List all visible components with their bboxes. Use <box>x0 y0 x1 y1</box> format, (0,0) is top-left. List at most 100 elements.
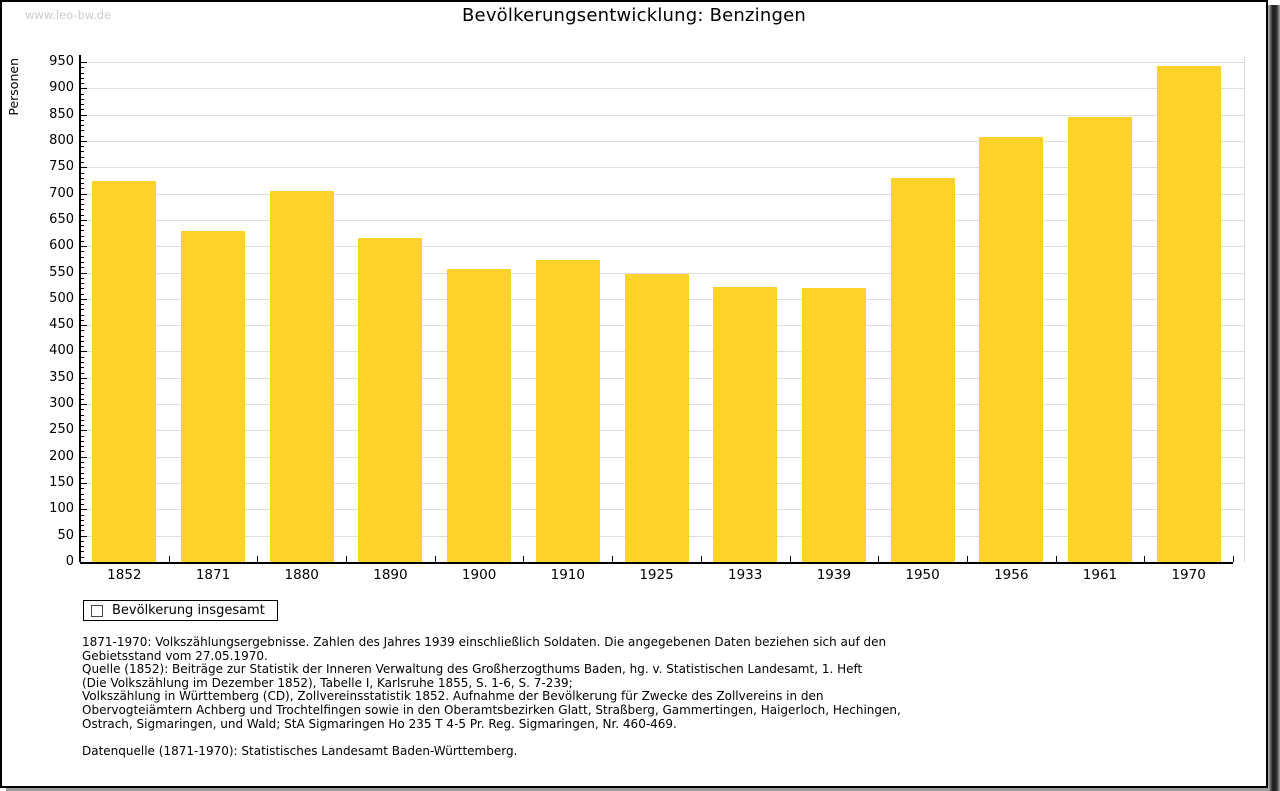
bar-1852 <box>92 181 157 562</box>
y-tick-label-550: 550 <box>49 264 74 280</box>
note-line-3: Quelle (1852): Beiträge zur Statistik de… <box>82 662 863 677</box>
y-tick-label-400: 400 <box>49 343 74 359</box>
bar-1970 <box>1156 65 1221 562</box>
y-tick-600 <box>80 246 87 248</box>
y-tick-310 <box>80 398 84 400</box>
bar-1961 <box>1067 117 1132 562</box>
y-tick-820 <box>80 130 84 132</box>
y-tick-750 <box>80 167 87 169</box>
y-tick-850 <box>80 114 87 116</box>
y-tick-label-800: 800 <box>49 132 74 148</box>
y-tick-label-600: 600 <box>49 238 74 254</box>
y-tick-940 <box>80 67 84 69</box>
y-tick-740 <box>80 172 84 174</box>
y-tick-140 <box>80 488 84 490</box>
gridline-850 <box>80 114 1245 116</box>
y-tick-670 <box>80 209 84 211</box>
y-tick-label-50: 50 <box>57 527 74 543</box>
y-tick-880 <box>80 98 84 100</box>
x-boundary-tick-12 <box>1144 556 1146 562</box>
y-tick-530 <box>80 283 84 285</box>
y-tick-label-500: 500 <box>49 290 74 306</box>
y-tick-80 <box>80 519 84 521</box>
y-tick-410 <box>80 346 84 348</box>
x-axis-line <box>80 562 1233 564</box>
x-boundary-tick-4 <box>434 556 436 562</box>
y-tick-800 <box>80 140 87 142</box>
x-tick-label-1933: 1933 <box>728 567 763 583</box>
gridline-950 <box>80 62 1245 63</box>
y-tick-840 <box>80 119 84 121</box>
y-tick-300 <box>80 404 87 406</box>
y-tick-580 <box>80 256 84 258</box>
x-boundary-tick-11 <box>1055 556 1057 562</box>
y-tick-190 <box>80 462 84 463</box>
y-tick-920 <box>80 77 84 79</box>
y-tick-550 <box>80 272 87 274</box>
bar-1956 <box>979 137 1044 562</box>
y-tick-40 <box>80 540 84 542</box>
y-tick-70 <box>80 525 84 527</box>
y-tick-label-300: 300 <box>49 396 74 412</box>
y-tick-60 <box>80 530 84 532</box>
y-tick-790 <box>80 146 84 148</box>
x-tick-label-1961: 1961 <box>1082 567 1118 583</box>
chart-title: Bevölkerungsentwicklung: Benzingen <box>462 5 806 26</box>
y-tick-560 <box>80 267 84 269</box>
y-tick-870 <box>80 104 84 106</box>
gridline-900 <box>80 88 1245 90</box>
y-tick-830 <box>80 125 84 127</box>
y-tick-label-950: 950 <box>49 54 74 69</box>
x-boundary-tick-7 <box>700 556 702 562</box>
y-tick-label-900: 900 <box>49 80 74 96</box>
x-boundary-tick-13 <box>1233 556 1234 562</box>
gridline-750 <box>80 167 1245 169</box>
y-tick-label-250: 250 <box>49 422 74 438</box>
x-boundary-tick-2 <box>257 556 259 562</box>
bar-1939 <box>801 288 866 562</box>
y-tick-370 <box>80 367 84 369</box>
y-tick-210 <box>80 451 84 453</box>
y-tick-160 <box>80 477 84 479</box>
y-tick-320 <box>80 393 84 395</box>
x-tick-label-1880: 1880 <box>284 567 319 583</box>
y-tick-500 <box>80 298 87 300</box>
x-tick-label-1939: 1939 <box>816 567 852 583</box>
legend-label: Bevölkerung insgesamt <box>112 603 265 618</box>
y-tick-780 <box>80 151 84 153</box>
gridline-700 <box>80 193 1245 195</box>
bar-1890 <box>358 238 423 562</box>
note-line-5: Volkszählung in Württemberg (CD), Zollve… <box>82 689 824 704</box>
y-tick-30 <box>80 546 84 548</box>
y-tick-270 <box>80 419 84 421</box>
y-tick-label-0: 0 <box>65 554 74 569</box>
y-tick-890 <box>80 93 84 95</box>
y-tick-390 <box>80 356 84 358</box>
gridline-600 <box>80 246 1245 248</box>
note-line-2: Gebietsstand vom 27.05.1970. <box>82 648 268 663</box>
x-tick-label-1910: 1910 <box>550 567 585 583</box>
y-tick-260 <box>80 425 84 427</box>
y-tick-250 <box>80 430 87 432</box>
x-tick-label-1950: 1950 <box>905 567 940 583</box>
y-tick-label-350: 350 <box>49 369 74 385</box>
y-axis-line <box>79 55 81 562</box>
plot-right-border <box>1244 57 1245 562</box>
x-tick-label-1925: 1925 <box>639 567 674 583</box>
y-tick-220 <box>80 446 84 448</box>
gridline-650 <box>80 219 1245 221</box>
y-tick-510 <box>80 293 84 295</box>
y-tick-770 <box>80 156 84 158</box>
y-tick-label-700: 700 <box>49 185 74 201</box>
bar-1880 <box>269 190 334 562</box>
y-tick-380 <box>80 362 84 363</box>
plot-area <box>80 57 1245 563</box>
y-tick-180 <box>80 467 84 469</box>
y-tick-810 <box>80 135 84 137</box>
y-tick-120 <box>80 498 84 500</box>
y-tick-650 <box>80 219 87 221</box>
y-tick-610 <box>80 240 84 242</box>
x-tick-label-1956: 1956 <box>994 567 1029 583</box>
y-tick-400 <box>80 351 87 353</box>
